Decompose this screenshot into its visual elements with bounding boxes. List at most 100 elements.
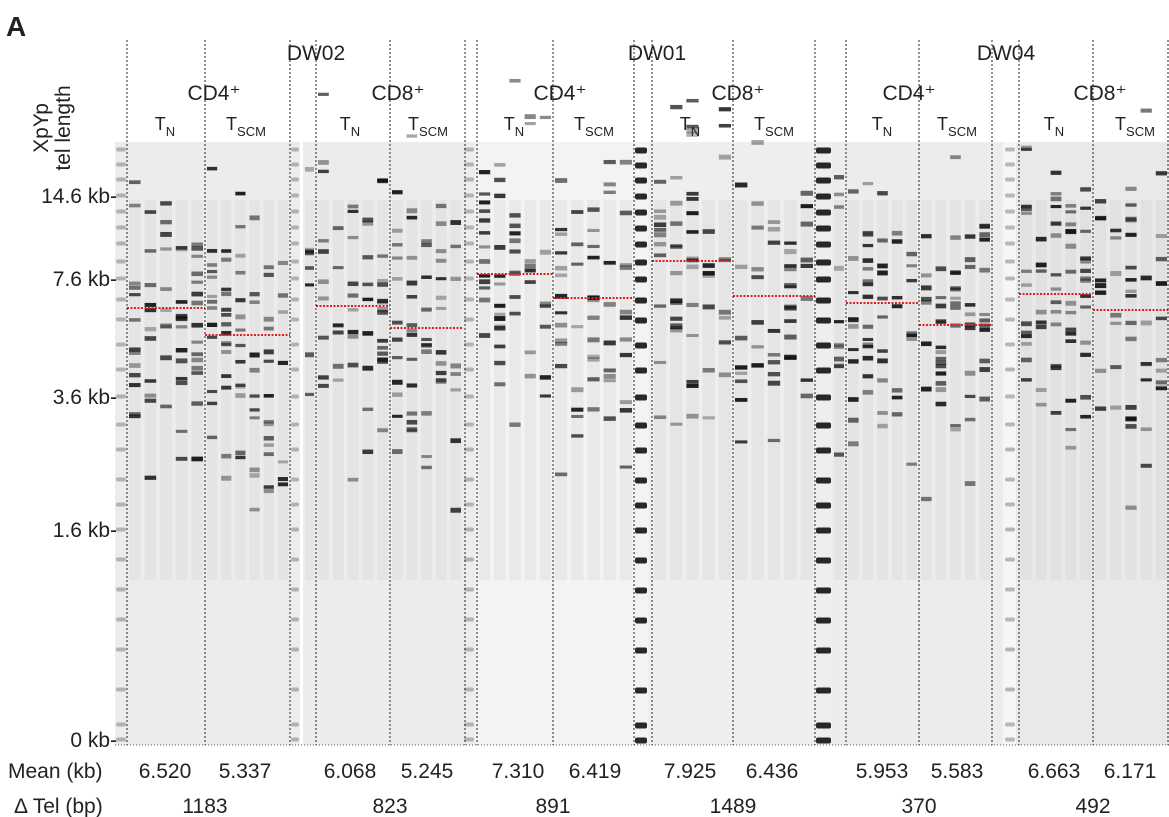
band <box>406 411 418 416</box>
band <box>347 209 359 213</box>
lane-smear <box>406 200 418 580</box>
ladder-band <box>816 477 831 484</box>
ladder-band <box>116 276 126 281</box>
band <box>1095 278 1107 283</box>
band <box>509 238 521 244</box>
band <box>735 264 748 269</box>
band <box>906 331 917 335</box>
band <box>207 401 218 406</box>
band <box>555 322 568 328</box>
band <box>686 379 699 384</box>
lane-smear <box>435 200 447 580</box>
ladder-band <box>635 209 647 216</box>
gel-gap <box>1003 142 1016 745</box>
band <box>950 305 961 310</box>
band <box>144 327 157 332</box>
gel-panel <box>115 142 300 745</box>
band <box>160 201 172 206</box>
band <box>784 334 797 340</box>
ladder-band <box>635 527 647 534</box>
band <box>603 340 616 346</box>
band <box>362 331 374 336</box>
band <box>718 258 731 263</box>
band <box>191 357 203 363</box>
band <box>249 352 260 358</box>
band <box>160 325 172 329</box>
band <box>702 368 715 373</box>
band <box>235 359 246 364</box>
band <box>935 371 947 376</box>
cell-type: CD8⁺ <box>1073 82 1126 105</box>
band <box>362 365 374 371</box>
subset-main: T <box>226 114 237 134</box>
y-axis-label-line: tel length <box>52 85 75 170</box>
lane-smear <box>964 200 976 580</box>
subset-label: TN <box>155 114 175 139</box>
band <box>964 417 976 422</box>
band <box>891 295 903 300</box>
band <box>249 215 260 221</box>
lane-smear <box>494 200 506 580</box>
band <box>603 416 616 421</box>
ladder-band <box>1005 297 1015 302</box>
ladder-band <box>464 527 474 532</box>
lane-smear <box>571 200 584 580</box>
lane-smear <box>524 200 536 580</box>
ladder-band <box>291 617 299 622</box>
band <box>1155 380 1167 385</box>
band <box>479 200 491 205</box>
band <box>235 298 246 303</box>
ladder-band <box>1005 147 1015 152</box>
band <box>587 354 600 359</box>
band <box>834 344 844 349</box>
band <box>175 325 188 329</box>
band <box>539 304 551 308</box>
size-marker: 7.6 kb- <box>53 268 117 291</box>
band <box>406 357 418 361</box>
band <box>221 385 232 390</box>
band <box>964 264 976 269</box>
ladder-band <box>116 557 126 562</box>
band <box>362 220 374 226</box>
subset-sub: N <box>883 124 892 139</box>
ladder-band <box>635 162 647 169</box>
lane-smear <box>834 200 844 580</box>
ladder-band <box>464 722 474 727</box>
ladder-band <box>816 647 831 654</box>
band <box>392 379 403 385</box>
band <box>318 335 329 340</box>
band <box>603 302 616 307</box>
band <box>603 373 616 379</box>
band <box>906 462 917 466</box>
band <box>1125 320 1137 326</box>
band <box>450 438 461 444</box>
band <box>249 408 260 412</box>
ladder-band <box>635 394 647 401</box>
band <box>221 287 232 291</box>
band <box>1035 320 1047 324</box>
ladder-band <box>635 177 647 184</box>
band <box>249 467 260 473</box>
band <box>144 475 157 480</box>
band <box>1035 262 1047 268</box>
band <box>509 295 521 299</box>
ladder-band <box>1005 527 1015 532</box>
band <box>207 166 218 171</box>
band <box>129 318 141 322</box>
band <box>751 345 764 349</box>
band <box>735 371 748 375</box>
annotations: XpYptel length 14.6 kb- 7.6 kb- 3.6 kb- 1.6 … <box>8 40 1169 817</box>
band <box>767 438 781 443</box>
band <box>767 353 781 357</box>
band <box>450 244 461 249</box>
band <box>377 179 388 184</box>
band <box>891 388 903 393</box>
lane-smear <box>979 200 990 580</box>
band <box>235 270 246 275</box>
band <box>144 336 157 341</box>
band <box>235 314 246 320</box>
band <box>718 154 731 160</box>
band <box>129 180 141 185</box>
lane-smear <box>263 200 274 580</box>
band <box>587 315 600 320</box>
